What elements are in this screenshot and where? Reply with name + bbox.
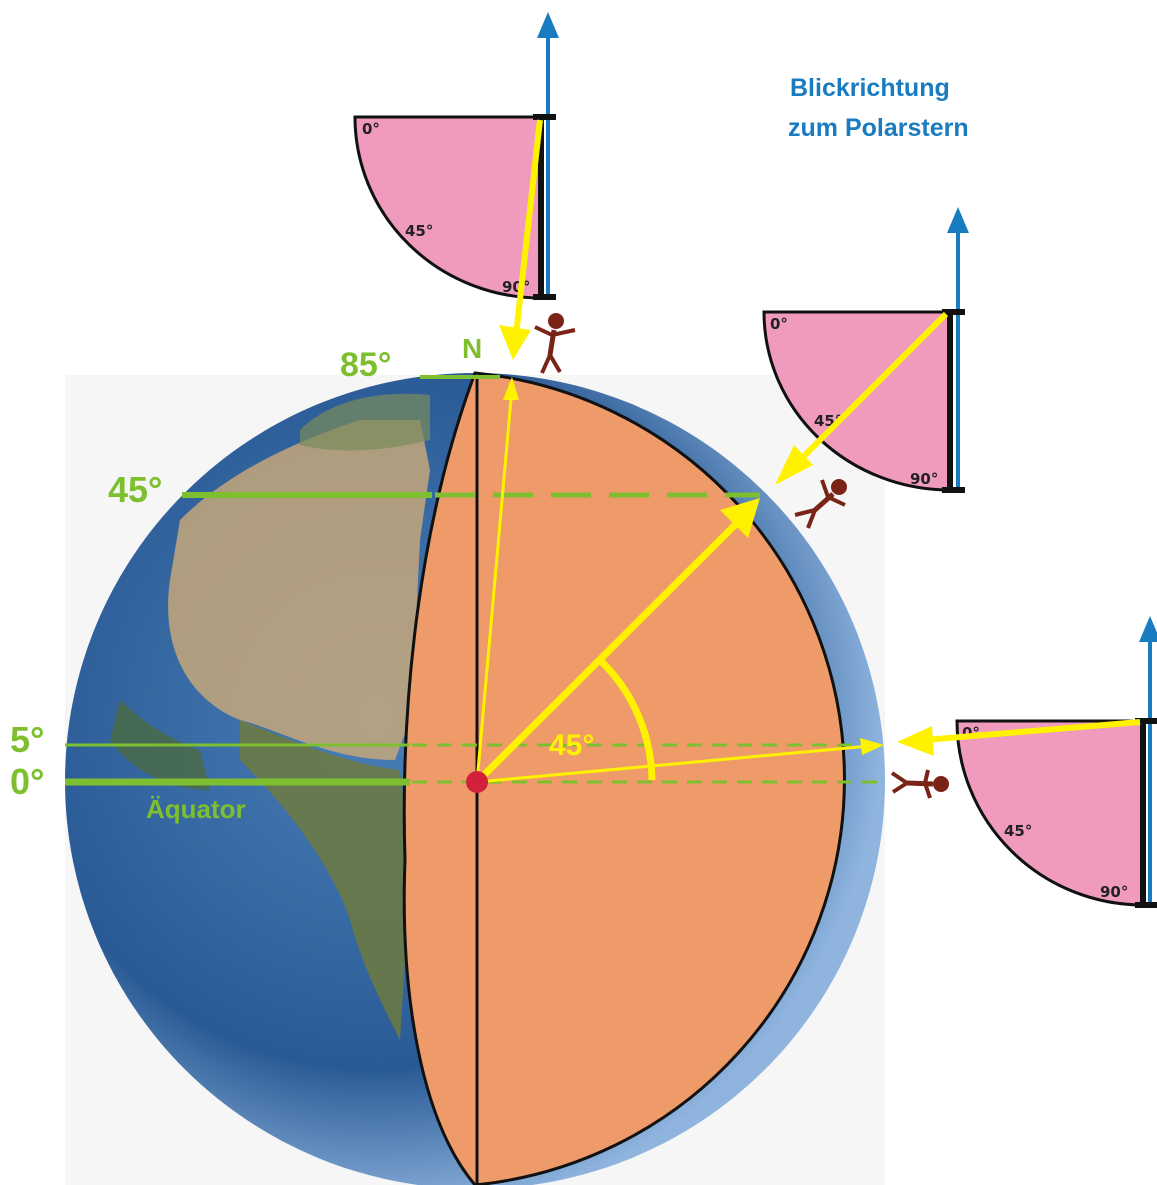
lat-label-45: 45° xyxy=(108,469,162,510)
equator-label: Äquator xyxy=(146,794,246,824)
lat-label-5: 5° xyxy=(10,719,44,760)
center-angle-label: 45° xyxy=(549,729,594,762)
q45-label-90: 90° xyxy=(910,470,938,488)
title-line-2: zum Polarstern xyxy=(788,114,969,142)
observer-person-5 xyxy=(890,769,949,799)
observer-person-north xyxy=(534,313,576,374)
earth-center-dot xyxy=(466,771,488,793)
lat-label-0: 0° xyxy=(10,761,44,802)
lat-label-85: 85° xyxy=(340,346,391,384)
quadrant-45: 0° 45° 90° xyxy=(762,207,969,493)
title-line-1: Blickrichtung xyxy=(790,74,950,102)
q85-label-0: 0° xyxy=(362,120,380,138)
q5-label-90: 90° xyxy=(1100,883,1128,901)
quadrant-85: 0° 45° 90° xyxy=(353,12,559,360)
radius-arrows xyxy=(474,377,884,785)
q85-label-45: 45° xyxy=(405,222,433,240)
north-label: N xyxy=(462,333,482,364)
observer-person-45 xyxy=(794,479,847,529)
q85-label-90: 90° xyxy=(502,278,530,296)
q5-label-45: 45° xyxy=(1004,822,1032,840)
q45-label-0: 0° xyxy=(770,315,788,333)
quadrant-5: 0° 45° 90° xyxy=(897,616,1157,908)
